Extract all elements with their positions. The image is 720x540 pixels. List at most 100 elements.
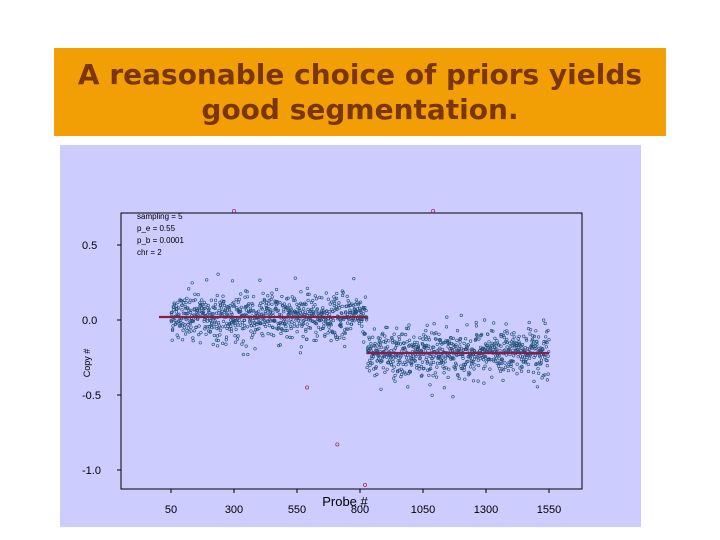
data-point xyxy=(230,312,234,316)
data-point xyxy=(265,306,269,310)
data-point xyxy=(251,333,255,337)
data-point xyxy=(244,344,248,348)
data-point xyxy=(383,370,387,374)
data-point xyxy=(217,308,221,313)
data-point xyxy=(367,369,372,373)
data-point xyxy=(215,327,219,331)
data-point xyxy=(511,368,515,372)
data-point xyxy=(417,367,421,371)
data-point xyxy=(204,332,208,336)
data-point xyxy=(468,372,472,376)
data-point xyxy=(312,310,316,314)
data-point xyxy=(445,315,449,319)
data-point xyxy=(212,333,216,338)
data-point xyxy=(191,339,195,343)
data-point xyxy=(340,311,344,316)
data-point xyxy=(545,341,549,345)
data-point xyxy=(198,341,202,345)
data-point xyxy=(285,328,289,333)
data-point xyxy=(263,310,267,314)
data-point xyxy=(192,307,196,311)
data-point xyxy=(385,325,389,330)
data-point xyxy=(184,301,188,305)
data-point xyxy=(345,304,349,308)
data-point xyxy=(287,309,291,313)
data-point xyxy=(405,359,409,363)
data-point xyxy=(277,312,282,317)
data-point xyxy=(228,318,233,322)
data-point xyxy=(396,359,400,363)
data-point xyxy=(533,353,537,358)
data-point xyxy=(413,358,417,362)
data-point xyxy=(233,324,237,328)
data-point xyxy=(461,366,465,370)
outlier-point xyxy=(305,385,310,390)
data-point xyxy=(355,310,359,314)
data-point xyxy=(454,345,458,349)
data-point xyxy=(481,358,486,362)
data-point xyxy=(418,336,422,340)
data-point xyxy=(183,323,187,327)
data-point xyxy=(203,306,207,310)
data-point xyxy=(178,324,182,328)
data-point xyxy=(252,324,256,328)
data-point xyxy=(218,328,222,332)
data-point xyxy=(323,333,327,337)
data-point xyxy=(466,359,470,363)
data-point xyxy=(280,327,284,331)
data-point xyxy=(398,359,402,363)
data-point xyxy=(319,312,323,316)
data-point xyxy=(423,344,427,348)
data-point xyxy=(421,337,425,341)
data-point xyxy=(525,338,529,342)
data-point xyxy=(246,303,250,307)
data-point xyxy=(177,312,181,316)
data-point xyxy=(516,348,520,352)
data-point xyxy=(518,366,522,370)
x-axis-title: Probe # xyxy=(322,494,368,509)
data-point xyxy=(288,335,292,339)
data-point xyxy=(224,338,228,342)
data-point xyxy=(348,310,353,314)
data-point xyxy=(293,276,297,280)
data-point xyxy=(448,341,452,346)
data-point xyxy=(546,372,550,376)
data-point xyxy=(456,373,460,377)
data-point xyxy=(542,342,546,346)
annotation-line: p_b = 0.0001 xyxy=(137,236,184,245)
annotation-line: p_e = 0.55 xyxy=(137,224,176,233)
data-point xyxy=(471,379,476,383)
data-point xyxy=(408,370,413,374)
data-point xyxy=(202,319,206,323)
data-point xyxy=(261,300,265,304)
data-point xyxy=(191,319,195,323)
data-point xyxy=(508,341,512,345)
data-point xyxy=(360,324,364,328)
data-point xyxy=(498,367,502,371)
data-point xyxy=(289,307,293,311)
data-point xyxy=(498,349,502,353)
data-point xyxy=(397,335,401,339)
data-point xyxy=(340,304,344,308)
data-point xyxy=(458,337,463,341)
data-point xyxy=(315,307,319,311)
data-point xyxy=(260,307,264,311)
data-point xyxy=(270,325,274,329)
data-point xyxy=(477,337,481,341)
data-point xyxy=(189,310,193,315)
data-point xyxy=(492,321,496,325)
data-point xyxy=(218,333,222,337)
data-point xyxy=(500,361,504,366)
data-point xyxy=(327,322,331,326)
data-point xyxy=(297,307,301,311)
data-point xyxy=(312,338,316,342)
data-point xyxy=(491,329,495,333)
data-point xyxy=(197,308,201,312)
data-point xyxy=(370,361,374,365)
x-tick-label: 1300 xyxy=(474,504,498,516)
data-point xyxy=(234,298,238,302)
data-point xyxy=(444,354,448,358)
data-point xyxy=(485,347,489,351)
data-point xyxy=(286,296,290,300)
data-point xyxy=(486,332,490,336)
